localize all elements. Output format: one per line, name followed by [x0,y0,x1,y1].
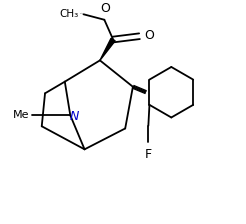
Text: O: O [144,29,154,42]
Text: methoxy: methoxy [80,12,86,14]
Polygon shape [100,38,115,60]
Text: CH₃: CH₃ [60,9,79,19]
Text: methoxy: methoxy [79,13,86,14]
Text: F: F [145,148,152,161]
Text: Me: Me [13,110,29,120]
Text: O: O [100,2,110,15]
Text: N: N [70,110,79,123]
